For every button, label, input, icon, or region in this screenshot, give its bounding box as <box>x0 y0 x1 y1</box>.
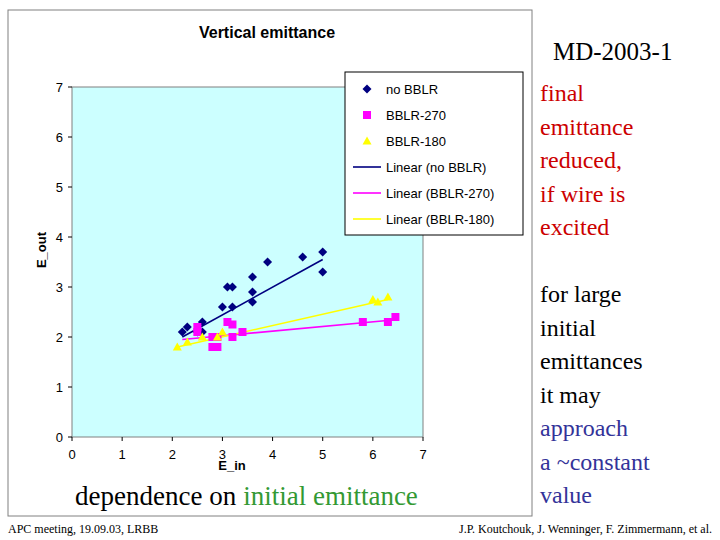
x-tick <box>72 437 73 441</box>
annotation-line: excited <box>540 214 609 240</box>
y-tick-label: 4 <box>56 230 63 245</box>
footer-right: J.P. Koutchouk, J. Wenninger, F. Zimmerm… <box>459 522 712 536</box>
legend-label: BBLR-270 <box>386 108 446 123</box>
annotation-line: it may <box>540 382 601 408</box>
y-tick-label: 6 <box>56 130 63 145</box>
y-axis-label: E_out <box>34 231 49 268</box>
legend-swatch <box>363 111 371 119</box>
x-tick-label: 5 <box>319 447 326 462</box>
point <box>198 333 207 341</box>
point <box>218 328 227 336</box>
annotation-line: approach <box>540 415 628 441</box>
legend-label: Linear (BBLR-180) <box>386 212 494 227</box>
legend-label: BBLR-180 <box>386 134 446 149</box>
legend-label: no BBLR <box>386 82 438 97</box>
point <box>228 321 236 329</box>
legend-swatch <box>353 166 381 168</box>
point <box>173 343 182 351</box>
legend-label: Linear (no BBLR) <box>386 160 486 175</box>
point <box>298 253 307 262</box>
point <box>218 303 227 312</box>
slide-text: MD-2003-1 final emittance reduced, if wire i… <box>8 38 712 536</box>
point <box>183 323 192 332</box>
point <box>248 273 257 282</box>
point <box>213 343 221 351</box>
point <box>183 338 192 346</box>
y-tick <box>68 187 72 188</box>
legend-box <box>345 72 523 235</box>
y-tick <box>68 87 72 88</box>
point <box>373 298 382 306</box>
y-tick-label: 3 <box>56 280 63 295</box>
x-tick <box>423 437 424 441</box>
x-tick-label: 6 <box>369 447 376 462</box>
point <box>383 293 392 301</box>
x-tick <box>172 437 173 441</box>
x-tick-label: 1 <box>119 447 126 462</box>
x-tick-label: 7 <box>419 447 426 462</box>
axes: 0123456701234567E_inE_out <box>34 80 427 473</box>
point <box>318 268 327 277</box>
caption-part: initial emittance <box>243 481 418 511</box>
y-tick <box>68 337 72 338</box>
point <box>359 318 367 326</box>
annotation-line: for large <box>540 281 622 307</box>
chart-frame <box>8 10 532 516</box>
y-tick-label: 5 <box>56 180 63 195</box>
legend-label: Linear (BBLR-270) <box>386 186 494 201</box>
y-tick <box>68 437 72 438</box>
point <box>228 283 237 292</box>
footer-left: APC meeting, 19.09.03, LRBB <box>8 522 158 536</box>
x-tick-label: 2 <box>169 447 176 462</box>
legend-swatch <box>353 192 381 194</box>
y-tick-label: 0 <box>56 430 63 445</box>
annotation-line: reduced, <box>540 147 622 173</box>
y-tick-label: 7 <box>56 80 63 95</box>
point <box>391 313 399 321</box>
point <box>384 318 392 326</box>
slide: Vertical emittance0123456701234567E_inE_… <box>0 0 720 540</box>
legend-swatch <box>363 85 372 94</box>
x-tick <box>122 437 123 441</box>
caption: dependence oninitial emittance <box>75 481 418 511</box>
annotation-line: emittance <box>540 114 633 140</box>
legend-swatch <box>363 137 372 145</box>
point <box>248 298 257 307</box>
x-tick <box>322 437 323 441</box>
trend-line <box>182 260 322 338</box>
legend-swatch <box>353 218 381 220</box>
x-tick-label: 4 <box>269 447 276 462</box>
x-tick-label: 0 <box>68 447 75 462</box>
y-tick <box>68 137 72 138</box>
point <box>248 288 257 297</box>
caption-part: dependence on <box>75 481 237 511</box>
point <box>228 333 236 341</box>
x-tick <box>372 437 373 441</box>
point <box>238 328 246 336</box>
x-axis-label: E_in <box>218 458 246 473</box>
annotation-line: a ~constant <box>540 449 650 475</box>
x-tick <box>272 437 273 441</box>
annotation-line: if wire is <box>540 181 625 207</box>
heading: MD-2003-1 <box>553 38 672 65</box>
point <box>318 248 327 257</box>
annotation-line: emittances <box>540 348 643 374</box>
marks <box>173 248 400 352</box>
point <box>193 323 201 331</box>
annotation-line: final <box>540 80 584 106</box>
y-tick-label: 1 <box>56 380 63 395</box>
y-tick <box>68 387 72 388</box>
annotation-line: value <box>540 482 592 508</box>
y-tick <box>68 287 72 288</box>
x-tick <box>222 437 223 441</box>
chart-title: Vertical emittance <box>199 24 335 41</box>
point <box>228 303 237 312</box>
annotation-line: initial <box>540 315 596 341</box>
point <box>263 258 272 267</box>
legend: no BBLR BBLR-270 BBLR-180 Linear (no BBLR) L… <box>345 72 523 235</box>
y-tick-label: 2 <box>56 330 63 345</box>
y-tick <box>68 237 72 238</box>
trend-line <box>177 300 388 348</box>
